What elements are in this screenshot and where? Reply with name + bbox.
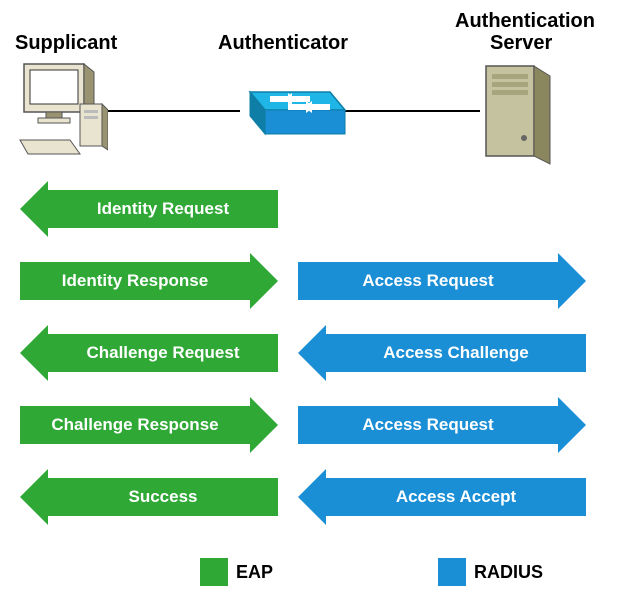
message-arrow: Success xyxy=(20,478,278,516)
arrow-head-icon xyxy=(250,397,278,453)
legend-eap-label: EAP xyxy=(236,562,273,583)
legend-radius: RADIUS xyxy=(438,558,543,586)
legend-eap: EAP xyxy=(200,558,273,586)
message-arrow: Access Challenge xyxy=(298,334,586,372)
arrow-head-icon xyxy=(558,253,586,309)
arrow-head-icon xyxy=(20,181,48,237)
message-arrow: Challenge Request xyxy=(20,334,278,372)
server-icon xyxy=(478,56,558,166)
computer-icon xyxy=(18,60,108,160)
arrow-head-icon xyxy=(20,469,48,525)
authenticator-label: Authenticator xyxy=(218,32,348,55)
message-label: Challenge Request xyxy=(48,334,278,372)
message-label: Access Request xyxy=(298,406,558,444)
message-label: Challenge Response xyxy=(20,406,250,444)
auth-server-label-2: Server xyxy=(490,32,552,55)
message-arrow: Identity Request xyxy=(20,190,278,228)
link-supplicant-authenticator xyxy=(100,110,240,112)
message-label: Identity Request xyxy=(48,190,278,228)
message-label: Identity Response xyxy=(20,262,250,300)
message-label: Success xyxy=(48,478,278,516)
supplicant-label: Supplicant xyxy=(15,32,117,55)
legend-radius-label: RADIUS xyxy=(474,562,543,583)
arrow-head-icon xyxy=(250,253,278,309)
message-label: Access Request xyxy=(298,262,558,300)
arrow-head-icon xyxy=(298,325,326,381)
arrow-head-icon xyxy=(558,397,586,453)
message-label: Access Accept xyxy=(326,478,586,516)
message-arrow: Access Request xyxy=(298,262,586,300)
switch-icon xyxy=(230,72,350,152)
arrow-head-icon xyxy=(298,469,326,525)
legend-eap-swatch xyxy=(200,558,228,586)
message-arrow: Access Request xyxy=(298,406,586,444)
message-label: Access Challenge xyxy=(326,334,586,372)
link-authenticator-server xyxy=(345,110,480,112)
legend-radius-swatch xyxy=(438,558,466,586)
message-arrow: Access Accept xyxy=(298,478,586,516)
message-arrow: Challenge Response xyxy=(20,406,278,444)
message-arrow: Identity Response xyxy=(20,262,278,300)
auth-server-label-1: Authentication xyxy=(455,10,595,33)
arrow-head-icon xyxy=(20,325,48,381)
